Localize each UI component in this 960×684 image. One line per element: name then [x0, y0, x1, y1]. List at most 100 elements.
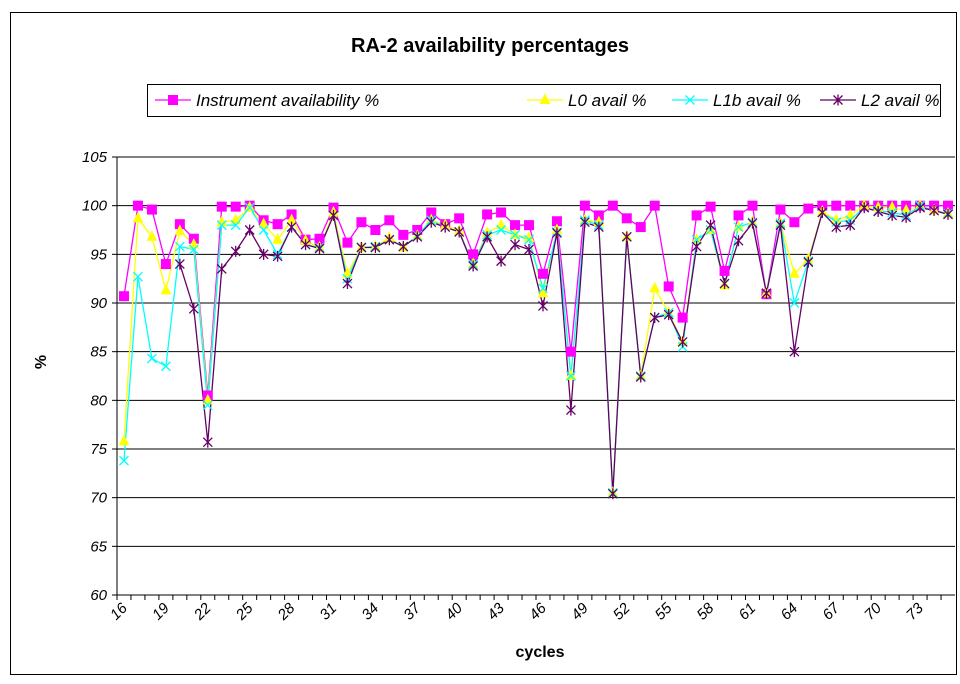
- marker: [691, 210, 702, 221]
- marker: [146, 230, 158, 241]
- y-tick-label: 75: [90, 441, 107, 458]
- marker: [454, 226, 465, 238]
- marker: [146, 204, 157, 215]
- marker: [370, 225, 381, 235]
- marker: [887, 209, 898, 221]
- legend-label: L1b avail %: [713, 91, 801, 110]
- marker: [160, 259, 171, 270]
- marker: [272, 250, 283, 262]
- marker: [174, 241, 185, 252]
- marker: [258, 217, 269, 229]
- marker: [775, 219, 786, 231]
- legend-label: L0 avail %: [568, 91, 646, 110]
- marker: [747, 217, 758, 229]
- marker: [272, 233, 283, 244]
- marker: [579, 216, 590, 228]
- marker: [482, 231, 493, 243]
- legend-marker: [168, 95, 178, 105]
- y-tick-label: 95: [90, 246, 107, 263]
- marker: [677, 312, 688, 323]
- marker: [174, 224, 186, 235]
- marker: [524, 234, 534, 245]
- marker: [342, 278, 353, 290]
- marker: [565, 369, 577, 380]
- y-tick-label: 90: [90, 295, 107, 312]
- marker: [495, 218, 507, 230]
- marker: [565, 371, 576, 381]
- marker: [496, 255, 507, 267]
- marker: [537, 268, 548, 279]
- marker: [398, 229, 409, 240]
- marker: [314, 242, 325, 254]
- marker: [230, 220, 241, 231]
- marker: [761, 287, 772, 299]
- marker: [844, 208, 856, 220]
- marker: [202, 393, 214, 405]
- marker: [412, 231, 423, 243]
- marker: [649, 200, 660, 211]
- marker: [384, 234, 395, 246]
- marker: [482, 209, 493, 220]
- marker: [803, 256, 814, 268]
- marker: [663, 309, 674, 321]
- y-tick-label: 70: [90, 490, 107, 507]
- marker: [216, 263, 227, 275]
- marker: [146, 353, 157, 364]
- marker: [789, 267, 800, 278]
- chart-title: RA-2 availability percentages: [351, 35, 629, 57]
- marker: [524, 243, 534, 255]
- marker: [160, 361, 171, 372]
- marker: [607, 200, 618, 211]
- marker: [733, 235, 744, 247]
- marker: [817, 206, 828, 218]
- marker: [188, 244, 199, 255]
- legend-label: Instrument availability %: [196, 91, 379, 110]
- marker: [649, 281, 661, 293]
- marker: [202, 400, 213, 411]
- marker: [328, 209, 339, 221]
- marker: [244, 224, 255, 236]
- marker: [244, 200, 255, 212]
- marker: [733, 222, 744, 233]
- marker: [538, 300, 548, 312]
- legend-marker: [833, 94, 843, 106]
- marker: [440, 221, 451, 233]
- marker: [258, 248, 269, 260]
- marker: [789, 298, 800, 308]
- marker: [733, 210, 744, 221]
- marker: [342, 237, 353, 248]
- marker: [202, 436, 213, 448]
- marker: [244, 202, 255, 213]
- marker: [649, 312, 660, 324]
- marker: [398, 241, 409, 253]
- marker: [831, 200, 842, 211]
- y-tick-label: 85: [90, 344, 107, 361]
- y-axis-label: %: [33, 355, 50, 369]
- marker: [230, 245, 241, 257]
- marker: [510, 239, 521, 251]
- marker: [635, 371, 646, 383]
- legend-marker: [539, 93, 551, 104]
- marker: [789, 346, 800, 358]
- marker: [468, 260, 479, 272]
- marker: [719, 265, 730, 276]
- marker: [943, 208, 953, 220]
- marker: [356, 242, 367, 254]
- marker: [747, 200, 758, 211]
- marker: [859, 202, 870, 214]
- marker: [496, 225, 507, 235]
- marker: [216, 220, 227, 231]
- marker: [873, 206, 884, 218]
- y-tick-label: 80: [90, 392, 107, 409]
- y-tick-label: 100: [82, 198, 108, 215]
- y-tick-label: 65: [90, 538, 107, 555]
- marker: [119, 455, 129, 466]
- marker: [789, 217, 800, 228]
- marker: [510, 229, 521, 240]
- marker: [509, 228, 521, 239]
- series-line: [179, 206, 949, 494]
- marker: [929, 205, 940, 217]
- marker: [272, 219, 283, 230]
- marker: [188, 237, 200, 249]
